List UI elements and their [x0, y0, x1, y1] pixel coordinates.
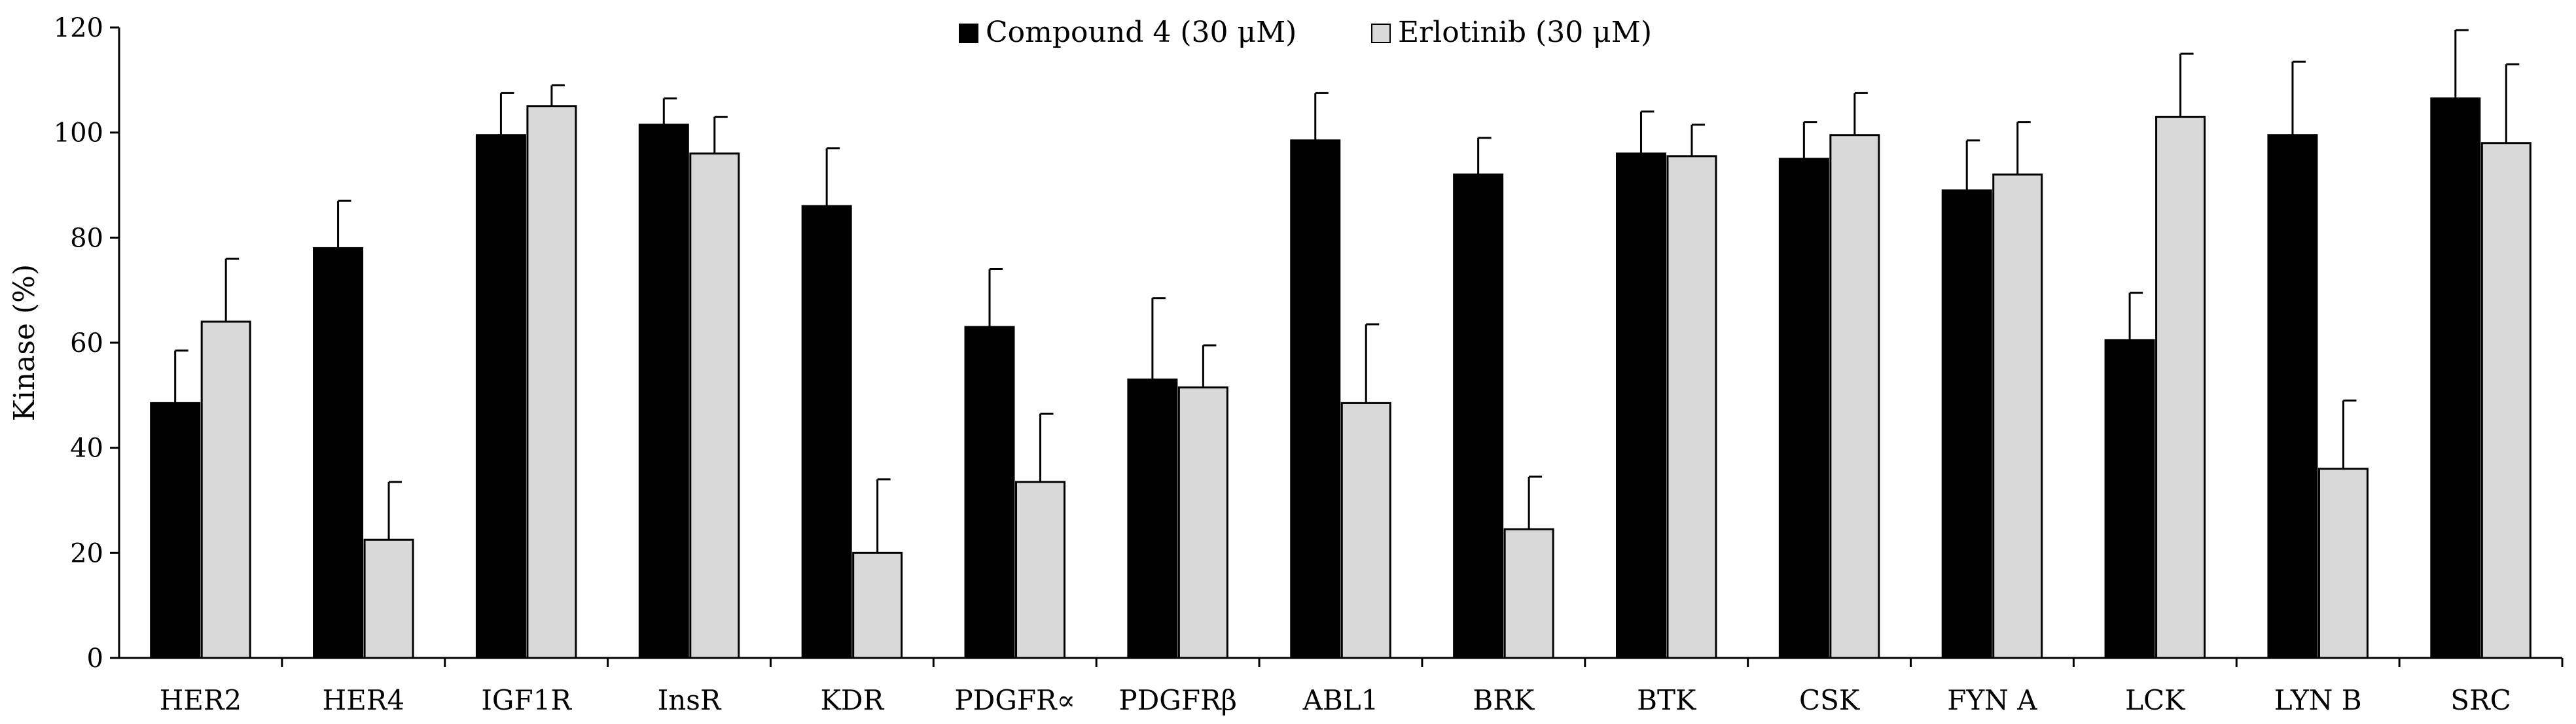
bar-erlotinib: [852, 551, 903, 659]
bar-erlotinib: [1829, 134, 1880, 659]
x-tick-label: PDGFR∝: [954, 684, 1075, 716]
bar-erlotinib: [200, 320, 251, 659]
y-tick-label: 100: [54, 118, 103, 148]
x-tick-label: BTK: [1637, 684, 1697, 716]
y-tick-label: 80: [70, 223, 103, 253]
x-tick-label: LYN B: [2274, 684, 2362, 716]
x-tick-label: SRC: [2450, 684, 2511, 716]
legend-swatch-compound-4: [959, 24, 978, 43]
x-tick-label: CSK: [1799, 684, 1861, 716]
x-tick-label: LCK: [2125, 684, 2186, 716]
bar-compound-4: [1290, 139, 1341, 659]
y-tick-label: 60: [70, 328, 103, 358]
bar-erlotinib: [1340, 402, 1391, 659]
bar-compound-4: [2104, 339, 2155, 659]
y-tick-label: 40: [70, 434, 103, 464]
bar-erlotinib: [1503, 528, 1554, 659]
bar-erlotinib: [1992, 173, 2043, 659]
bar-compound-4: [964, 326, 1015, 659]
bar-erlotinib: [363, 538, 414, 659]
bar-erlotinib: [1015, 481, 1066, 659]
bar-compound-4: [801, 205, 852, 659]
bar-compound-4: [1453, 173, 1504, 659]
y-tick-label: 0: [87, 644, 103, 674]
legend-swatch-erlotinib: [1371, 24, 1391, 43]
bars: [150, 97, 2531, 659]
bar-compound-4: [313, 247, 364, 659]
bar-erlotinib: [526, 105, 577, 659]
bar-erlotinib: [2480, 142, 2531, 659]
y-axis-title: Kinase (%): [8, 264, 41, 421]
bar-erlotinib: [2317, 468, 2369, 659]
bar-erlotinib: [689, 152, 740, 659]
bar-compound-4: [475, 134, 526, 659]
y-tick-label: 20: [70, 538, 103, 568]
bar-compound-4: [1778, 158, 1829, 659]
x-tick-label: InsR: [658, 684, 722, 716]
error-bars: [174, 29, 2520, 553]
bar-erlotinib: [1666, 155, 1717, 659]
x-tick-label: FYN A: [1947, 684, 2037, 716]
bar-erlotinib: [2155, 116, 2206, 659]
legend: Compound 4 (30 μM) Erlotinib (30 μM): [959, 16, 1652, 49]
legend-label-compound-4: Compound 4 (30 μM): [986, 16, 1297, 49]
x-tick-label: HER2: [160, 684, 242, 716]
bar-compound-4: [1941, 189, 1992, 659]
bar-compound-4: [2267, 134, 2318, 659]
legend-label-erlotinib: Erlotinib (30 μM): [1398, 16, 1652, 49]
bar-erlotinib: [1177, 386, 1228, 659]
x-tick-label: HER4: [322, 684, 404, 716]
bar-compound-4: [2430, 97, 2481, 659]
x-tick-label: ABL1: [1302, 684, 1379, 716]
x-tick-labels: HER2 HER4 IGF1R InsR KDR PDGFR∝ PDGFRβ ABL1 BRK B…: [160, 658, 2564, 716]
bar-compound-4: [1127, 378, 1178, 659]
y-tick-label: 120: [54, 13, 103, 43]
x-tick-label: KDR: [821, 684, 885, 716]
bar-compound-4: [1615, 152, 1666, 659]
bar-compound-4: [150, 402, 201, 659]
x-tick-label: IGF1R: [481, 684, 572, 716]
x-tick-label: BRK: [1473, 684, 1535, 716]
y-ticks: 0 20 40 60 80 100 120: [54, 13, 119, 674]
bar-compound-4: [638, 124, 689, 659]
x-tick-label: PDGFRβ: [1118, 684, 1237, 716]
